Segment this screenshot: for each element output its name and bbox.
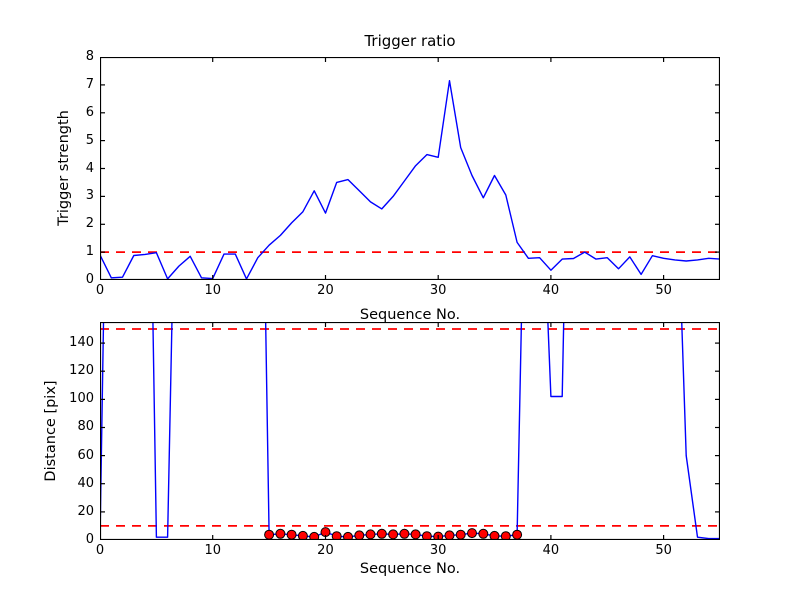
match-marker (467, 528, 477, 539)
y-tick-label: 20 (77, 503, 94, 519)
y-tick-label: 2 (85, 216, 94, 232)
match-marker (343, 531, 353, 540)
y-tick-label: 40 (77, 475, 94, 491)
match-marker (376, 528, 387, 539)
chart-title: Trigger ratio (364, 32, 456, 50)
x-tick-label: 40 (542, 283, 560, 298)
y-tick-label: 1 (85, 244, 94, 260)
match-marker (500, 531, 511, 540)
match-marker (421, 531, 432, 540)
y-tick-label: 5 (85, 132, 94, 148)
y-tick-label: 6 (85, 104, 94, 120)
y-tick-label: 4 (85, 160, 94, 176)
match-marker (264, 529, 275, 540)
match-marker (489, 530, 500, 540)
trigger-ratio-plot: 0 10 20 30 40 50 0 1 2 3 4 5 6 7 8 (86, 49, 720, 298)
match-marker (309, 531, 320, 540)
x-tick-label: 40 (542, 543, 560, 558)
x-tick-label: 10 (204, 543, 221, 558)
trigger-strength-line (100, 80, 720, 280)
trigger-strength-canvas (100, 57, 720, 280)
match-marker (512, 529, 523, 540)
match-marker (455, 529, 466, 540)
match-marker (444, 530, 455, 540)
y-tick-label: 80 (77, 419, 94, 435)
match-marker (388, 529, 399, 540)
x-tick-label: 0 (95, 283, 105, 298)
match-marker (478, 528, 489, 539)
distance-canvas (100, 322, 720, 540)
match-marker (331, 531, 342, 540)
match-marker (286, 529, 297, 540)
x-axis-label-top-clipped: Sequence No. (100, 303, 720, 322)
x-tick-label: 20 (317, 283, 334, 298)
x-tick-label: 0 (95, 543, 105, 558)
y-tick-label: 7 (85, 76, 94, 92)
x-axis-label-top-text: Sequence No. (359, 307, 461, 322)
y-tick-label: 60 (77, 447, 94, 463)
x-tick-label: 10 (204, 283, 221, 298)
x-tick-label: 20 (317, 543, 334, 558)
y-tick-label: 3 (85, 188, 94, 204)
y-tick-label: 120 (69, 363, 94, 379)
match-marker (399, 528, 410, 539)
distance-plot: 0 10 20 30 40 50 0 20 40 60 80 100 120 140 (69, 322, 720, 558)
match-marker (275, 528, 286, 539)
x-axis-label-bottom: Sequence No. (359, 561, 461, 577)
x-tick-label: 30 (429, 543, 447, 558)
x-tick-label: 50 (655, 543, 672, 558)
x-tick-label: 30 (429, 283, 447, 298)
distance-line (100, 322, 720, 540)
y-tick-label: 8 (85, 49, 94, 64)
axes-frame (100, 57, 720, 280)
y-tick-label: 100 (69, 391, 94, 407)
x-tick-label: 50 (655, 283, 672, 298)
y-tick-label: 0 (85, 272, 94, 287)
match-marker (354, 530, 365, 540)
match-marker (410, 529, 421, 540)
match-marker (365, 529, 376, 540)
axes-frame (100, 322, 720, 540)
y-tick-label: 0 (85, 532, 94, 547)
match-marker (297, 530, 308, 540)
y-tick-label: 140 (69, 335, 94, 351)
